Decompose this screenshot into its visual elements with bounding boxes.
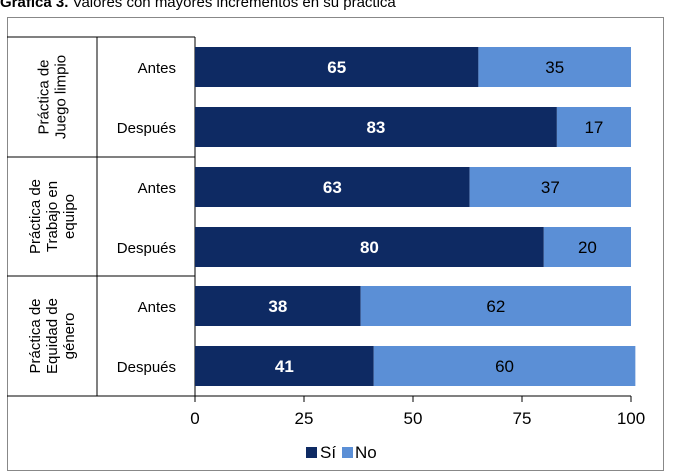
group-label-line: Equidad de — [44, 298, 61, 374]
group-label-line: género — [61, 313, 78, 360]
group-label-line: Práctica de — [36, 59, 53, 134]
row-label: Después — [117, 120, 176, 137]
legend-swatch-si — [306, 447, 317, 458]
x-tick-label: 50 — [404, 409, 423, 428]
legend-swatch-no — [342, 447, 353, 458]
group-label-line: Trabajo en — [44, 181, 61, 252]
group-label: Práctica deTrabajo enequipo — [27, 179, 78, 254]
data-label-no: 60 — [495, 357, 514, 376]
x-tick-label: 75 — [513, 409, 532, 428]
group-label-line: Práctica de — [27, 298, 44, 373]
row-label: Antes — [138, 180, 176, 197]
row-label: Después — [117, 359, 176, 376]
data-label-si: 65 — [327, 58, 346, 77]
x-tick-label: 0 — [190, 409, 199, 428]
legend-label-si: Sí — [320, 443, 336, 462]
data-label-no: 17 — [584, 118, 603, 137]
x-tick-label: 100 — [617, 409, 645, 428]
data-label-no: 20 — [578, 238, 597, 257]
group-label-line: Práctica de — [27, 179, 44, 254]
row-label: Antes — [138, 299, 176, 316]
data-label-no: 62 — [486, 297, 505, 316]
data-label-si: 38 — [268, 297, 287, 316]
group-label: Práctica deJuego limpio — [36, 55, 70, 139]
data-label-si: 63 — [323, 178, 342, 197]
data-label-no: 35 — [545, 58, 564, 77]
data-label-si: 80 — [360, 238, 379, 257]
group-label: Práctica deEquidad degénero — [27, 298, 78, 374]
data-label-si: 83 — [366, 118, 385, 137]
group-label-line: equipo — [61, 194, 78, 239]
row-label: Antes — [138, 60, 176, 77]
data-label-no: 37 — [541, 178, 560, 197]
row-label: Después — [117, 240, 176, 257]
x-tick-label: 25 — [295, 409, 314, 428]
legend-label-no: No — [355, 443, 377, 462]
group-label-line: Juego limpio — [53, 55, 70, 139]
data-label-si: 41 — [275, 357, 294, 376]
